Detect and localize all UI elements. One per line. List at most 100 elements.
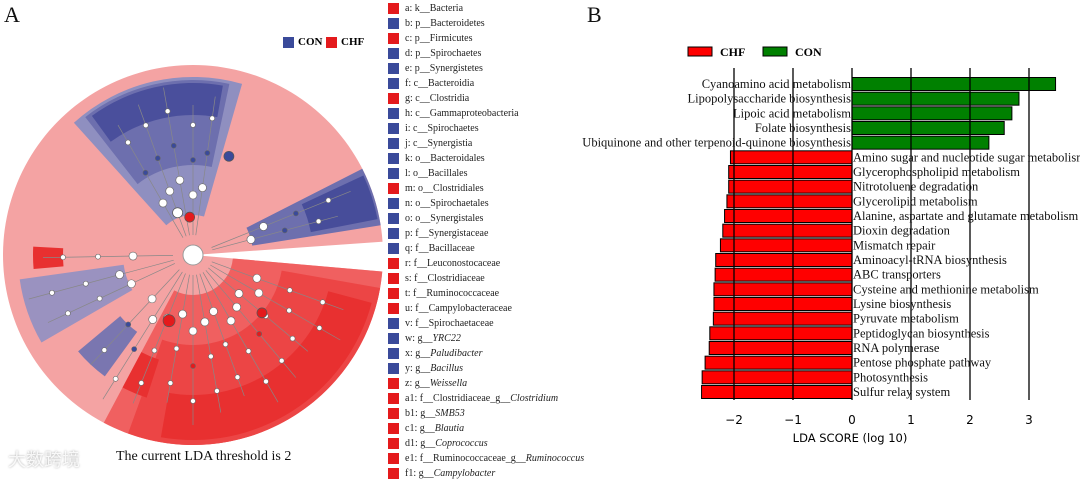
taxon-name: c: p__Firmicutes: [405, 33, 473, 44]
taxon-legend-item: e1: f__Ruminococcaceae_g__ Ruminococcus: [388, 451, 584, 466]
taxon-legend-item: k: o__Bacteroidales: [388, 151, 584, 166]
bar-chf: [729, 150, 853, 165]
taxon-node: [190, 398, 196, 404]
taxon-node: [319, 299, 326, 305]
group-swatch: [388, 273, 399, 284]
taxon-node: [173, 345, 180, 352]
x-tick-label: 0: [848, 413, 856, 427]
group-swatch: [388, 138, 399, 149]
taxon-node: [188, 326, 198, 336]
taxon-node: [112, 376, 119, 382]
cladogram-legend-chf: CHF: [326, 36, 364, 48]
bar-con: [851, 121, 1005, 135]
group-swatch: [388, 228, 399, 239]
clade-node: [256, 307, 268, 319]
legend-label-chf: CHF: [720, 45, 745, 59]
group-swatch: [388, 78, 399, 89]
taxon-name: t: f__Ruminococcaceae: [405, 288, 500, 299]
cladogram: [3, 64, 383, 445]
taxon-node: [167, 380, 174, 386]
taxon-legend-item: h: c__Gammaproteobacteria: [388, 106, 584, 121]
taxon-name: z: g__: [405, 378, 430, 389]
taxon-legend-item: m: o__Clostridiales: [388, 181, 584, 196]
taxon-node: [60, 254, 66, 261]
group-swatch: [388, 393, 399, 404]
taxon-legend-item: y: g__ Bacillus: [388, 361, 584, 376]
threshold-text: The current LDA threshold is 2: [116, 449, 292, 464]
taxon-name: y: g__: [405, 363, 431, 374]
taxon-name: j: c__Synergistia: [405, 138, 473, 149]
taxon-node: [286, 307, 292, 314]
taxon-node: [289, 335, 296, 342]
category-label: Lipoic acid metabolism: [733, 106, 851, 120]
taxon-name: c1: g__: [405, 423, 435, 434]
taxon-legend-item: f: c__Bacteroidia: [388, 76, 584, 91]
group-swatch: [388, 288, 399, 299]
taxon-legend-item: q: f__Bacillaceae: [388, 241, 584, 256]
bar-chf: [728, 165, 853, 179]
bar-chf: [701, 370, 853, 385]
taxon-genus: Bacillus: [430, 363, 464, 374]
taxon-node: [316, 325, 323, 331]
bar-chf: [708, 341, 853, 355]
taxon-name: s: f__Clostridiaceae: [405, 273, 485, 284]
group-swatch: [388, 438, 399, 449]
bar-chf: [701, 385, 853, 399]
taxon-legend-item: r: f__Leuconostocaceae: [388, 256, 584, 271]
taxon-node: [148, 315, 158, 324]
group-swatch: [388, 48, 399, 59]
taxon-node: [188, 190, 198, 200]
cladogram-legend-con: CON: [283, 36, 322, 48]
group-swatch: [388, 468, 399, 479]
category-label: ABC transporters: [853, 268, 941, 282]
category-label: Lipopolysaccharide biosynthesis: [687, 92, 851, 106]
taxon-node: [234, 289, 244, 298]
taxon-node: [209, 115, 216, 122]
taxon-node: [263, 378, 269, 385]
category-label: Sulfur relay system: [853, 385, 950, 399]
bar-chf: [709, 326, 853, 341]
taxon-node: [281, 227, 288, 234]
taxon-name: w: g__: [405, 333, 433, 344]
category-label: Ubiquinone and other terpenoid-quinone b…: [582, 136, 851, 150]
legend-label-con: CON: [795, 45, 822, 59]
taxon-node: [170, 142, 177, 149]
taxon-legend-item: w: g__ YRC22: [388, 331, 584, 346]
taxon-node: [254, 288, 264, 298]
group-swatch: [388, 378, 399, 389]
group-swatch: [388, 333, 399, 344]
taxon-node: [115, 270, 124, 279]
group-swatch: [388, 33, 399, 44]
category-label: Mismatch repair: [853, 238, 936, 252]
taxon-legend-item: s: f__Clostridiaceae: [388, 271, 584, 286]
taxon-node: [127, 279, 136, 289]
taxon-node: [154, 155, 161, 162]
taxon-node: [138, 380, 145, 386]
taxon-node: [315, 218, 322, 225]
taxon-legend-item: d: p__Spirochaetes: [388, 46, 584, 61]
bar-chf: [719, 238, 853, 253]
group-swatch: [388, 63, 399, 74]
category-label: Lysine biosynthesis: [853, 297, 951, 311]
bar-chf: [724, 209, 853, 223]
x-tick-label: −1: [784, 413, 802, 427]
taxon-node: [234, 374, 241, 380]
category-label: Amino sugar and nucleotide sugar metabol…: [853, 150, 1080, 164]
taxon-node: [198, 183, 207, 192]
taxon-node: [164, 108, 171, 115]
root-node: [182, 244, 204, 266]
taxon-legend-item: a1: f__Clostridiaceae_g__ Clostridium: [388, 391, 584, 406]
taxon-node: [158, 198, 168, 208]
clade-spirochaetales: [301, 175, 378, 233]
taxa-legend: a: k__Bacteria b: p__Bacteroidetes c: p__F…: [388, 1, 584, 480]
taxon-name: a: k__Bacteria: [405, 3, 464, 14]
taxon-node: [175, 175, 185, 185]
taxon-node: [96, 295, 103, 302]
legend-swatch-con: [762, 46, 788, 57]
taxon-node: [245, 348, 252, 354]
taxon-node: [125, 321, 132, 328]
legend-swatch-chf: [687, 46, 713, 57]
taxon-legend-item: g: c__Clostridia: [388, 91, 584, 106]
